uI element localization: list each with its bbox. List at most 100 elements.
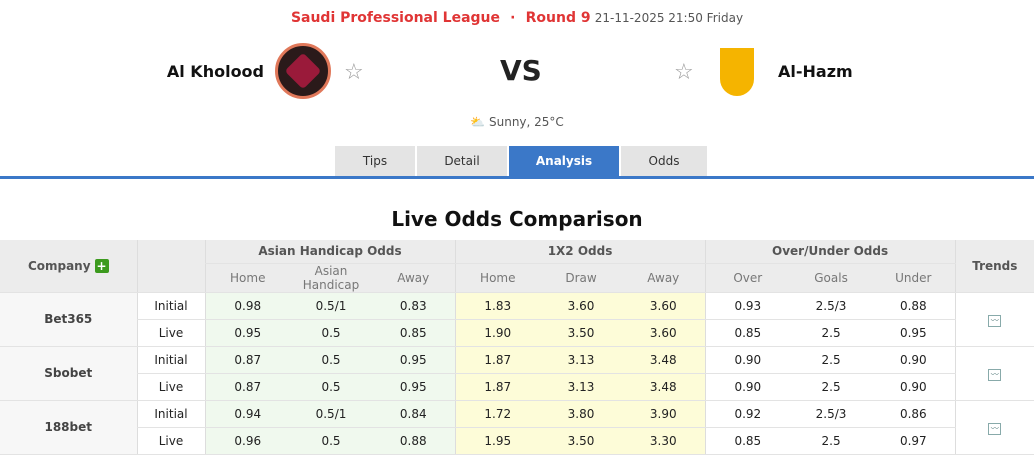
odds-cell[interactable]: 0.95 [204,319,290,347]
section-title: Live Odds Comparison [391,207,643,231]
odds-cell[interactable]: 0.85 [704,427,791,455]
odds-type: Live [136,319,205,347]
odds-cell[interactable]: 0.90 [704,373,791,401]
odds-cell[interactable]: 0.97 [872,427,956,455]
odds-cell[interactable]: 1.87 [454,373,541,401]
favorite-away-star-icon[interactable]: ☆ [674,60,694,85]
odds-cell[interactable]: 0.85 [372,319,456,347]
trend-chart-icon[interactable]: 〰 [988,314,1002,327]
odds-cell[interactable]: 0.5/1 [290,292,372,320]
tab-detail[interactable]: Detail [417,146,507,177]
away-team-name[interactable]: Al-Hazm [778,62,853,81]
table-row: Bet365 Initial 0.98 0.5/1 0.83 1.83 3.60 3.60 0.… [0,292,1034,347]
trend-chart-icon[interactable]: 〰 [988,422,1002,435]
odds-cell[interactable]: 0.90 [872,346,956,374]
odds-cell[interactable]: 3.50 [540,427,623,455]
odds-type: Live [136,427,205,455]
odds-cell[interactable]: 3.60 [622,319,706,347]
odds-cell[interactable]: 2.5/3 [790,292,873,320]
odds-cell[interactable]: 0.85 [704,319,791,347]
partly-sunny-icon: ⛅ [470,115,486,129]
table-row: Live 0.87 0.5 0.95 1.87 3.13 3.48 0.90 2.5 0.90 [0,373,1034,401]
odds-type: Initial [136,292,205,320]
odds-cell[interactable]: 0.87 [204,373,290,401]
subheader-home: Home [204,263,290,293]
odds-cell[interactable]: 2.5 [790,319,873,347]
asian-handicap-header: Asian Handicap Odds [204,240,456,264]
subheader-asian-handicap: Asian Handicap [290,263,372,293]
company-name[interactable]: Sbobet [0,346,137,401]
away-team-logo[interactable] [720,48,754,96]
subheader-home: Home [454,263,541,293]
odds-cell[interactable]: 3.13 [540,346,623,374]
odds-cell[interactable]: 3.50 [540,319,623,347]
odds-cell[interactable]: 0.83 [372,292,456,320]
odds-cell[interactable]: 0.5 [290,427,372,455]
table-row: Live 0.95 0.5 0.85 1.90 3.50 3.60 0.85 2.5 0.95 [0,319,1034,347]
odds-cell[interactable]: 0.92 [704,400,791,428]
odds-cell[interactable]: 0.5 [290,319,372,347]
odds-cell[interactable]: 1.72 [454,400,541,428]
odds-cell[interactable]: 2.5/3 [790,400,873,428]
odds-table: Company + Asian Handicap Odds 1X2 Odds Ov… [0,240,1034,455]
odds-cell[interactable]: 0.95 [872,319,956,347]
subheader-over: Over [704,263,791,293]
odds-cell[interactable]: 1.87 [454,346,541,374]
odds-cell[interactable]: 1.83 [454,292,541,320]
odds-cell[interactable]: 0.95 [372,373,456,401]
odds-cell[interactable]: 2.5 [790,373,873,401]
favorite-home-star-icon[interactable]: ☆ [344,60,364,85]
odds-cell[interactable]: 0.90 [872,373,956,401]
odds-type: Initial [136,346,205,374]
odds-cell[interactable]: 3.48 [622,373,706,401]
company-name[interactable]: 188bet [0,400,137,455]
odds-cell[interactable]: 0.5/1 [290,400,372,428]
odds-cell[interactable]: 0.96 [204,427,290,455]
add-company-plus-icon[interactable]: + [94,259,109,273]
odds-cell[interactable]: 0.94 [204,400,290,428]
subheader-away: Away [372,263,456,293]
odds-cell[interactable]: 0.98 [204,292,290,320]
odds-cell[interactable]: 0.90 [704,346,791,374]
type-header [136,240,205,293]
odds-cell[interactable]: 3.60 [622,292,706,320]
tab-analysis[interactable]: Analysis [509,146,619,177]
odds-cell[interactable]: 0.93 [704,292,791,320]
home-team-logo[interactable] [275,43,331,99]
odds-cell[interactable]: 0.95 [372,346,456,374]
odds-cell[interactable]: 3.60 [540,292,623,320]
table-row: Sbobet Initial 0.87 0.5 0.95 1.87 3.13 3.48 0.90… [0,346,1034,401]
odds-cell[interactable]: 1.95 [454,427,541,455]
tab-odds[interactable]: Odds [621,146,707,177]
company-header: Company + [0,240,137,293]
odds-cell[interactable]: 3.30 [622,427,706,455]
company-name[interactable]: Bet365 [0,292,137,347]
odds-cell[interactable]: 0.5 [290,373,372,401]
odds-cell[interactable]: 3.48 [622,346,706,374]
odds-cell[interactable]: 3.13 [540,373,623,401]
odds-cell[interactable]: 2.5 [790,346,873,374]
odds-cell[interactable]: 0.87 [204,346,290,374]
weather-text: Sunny, 25°C [488,115,564,129]
league-name[interactable]: Saudi Professional League [290,10,501,26]
weather: ⛅ Sunny, 25°C [0,115,1034,129]
odds-cell[interactable]: 3.80 [540,400,623,428]
odds-cell[interactable]: 0.5 [290,346,372,374]
tab-tips[interactable]: Tips [335,146,415,177]
odds-cell[interactable]: 0.88 [372,427,456,455]
odds-cell[interactable]: 0.86 [872,400,956,428]
odds-cell[interactable]: 1.90 [454,319,541,347]
odds-cell[interactable]: 0.88 [872,292,956,320]
separator: · [510,10,516,26]
odds-cell[interactable]: 0.84 [372,400,456,428]
home-team-name[interactable]: Al Kholood [166,62,264,81]
trend-chart-icon[interactable]: 〰 [988,368,1002,381]
odds-cell[interactable]: 3.90 [622,400,706,428]
odds-cell[interactable]: 2.5 [790,427,873,455]
trends-header: Trends [954,240,1034,293]
over-under-header: Over/Under Odds [704,240,956,264]
trends-cell: 〰 [954,292,1034,347]
round: Round 9 [525,10,591,26]
table-row: 188bet Initial 0.94 0.5/1 0.84 1.72 3.80 3.90 0.… [0,400,1034,455]
vs-label: VS [500,54,542,87]
